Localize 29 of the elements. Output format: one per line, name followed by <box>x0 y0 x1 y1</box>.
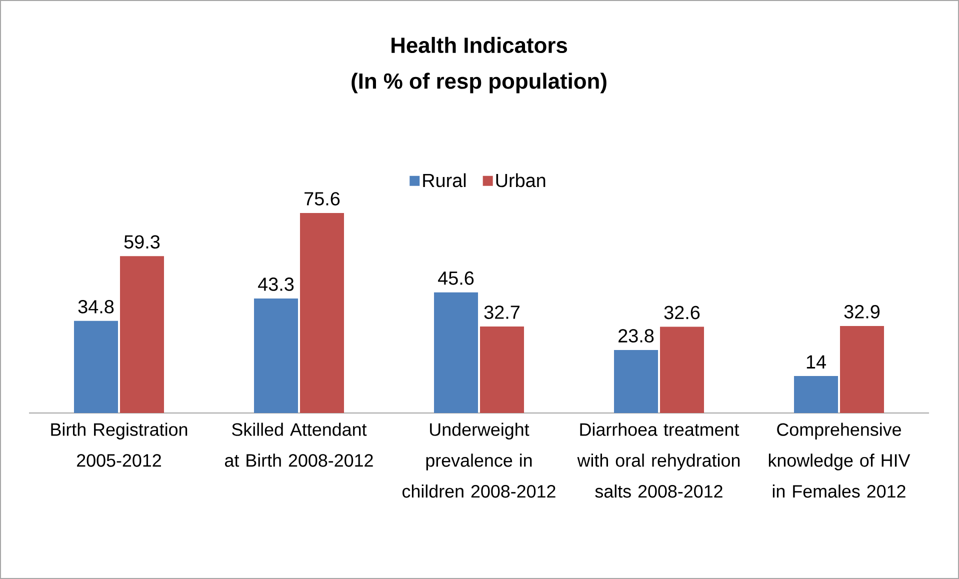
bar <box>480 326 524 413</box>
data-label: 34.8 <box>78 300 114 314</box>
bar <box>120 256 164 413</box>
data-label: 32.6 <box>664 306 700 320</box>
data-label: 59.3 <box>124 235 160 249</box>
data-label: 23.8 <box>618 329 654 343</box>
data-label: 45.6 <box>438 271 474 285</box>
chart-title: Health Indicators <box>392 36 568 54</box>
bar <box>254 298 298 413</box>
chart-subtitle: (In % of resp population) <box>352 72 606 94</box>
bar <box>614 350 658 413</box>
legend-label: Rural <box>423 173 466 188</box>
data-label: 14 <box>806 355 826 368</box>
x-tick-label: Skilled Attendant at Birth 2008-2012 <box>225 422 373 467</box>
bar <box>660 326 704 413</box>
bar <box>840 326 884 413</box>
bar <box>434 292 478 413</box>
data-label: 43.3 <box>258 278 294 291</box>
x-tick-label: Comprehensive knowledge of HIV in Females 2012 <box>768 422 910 498</box>
data-label: 32.7 <box>484 306 520 319</box>
x-tick-label: Diarrhoea treatment with oral rehydration salts 2008-2012 <box>577 422 740 498</box>
bar <box>794 376 838 413</box>
bar <box>74 320 118 413</box>
x-tick-label: Underweight prevalence in children 2008-2012 <box>402 422 556 498</box>
data-label: 75.6 <box>304 192 340 206</box>
bar <box>300 212 344 413</box>
x-tick-label: Birth Registration 2005-2012 <box>51 422 188 467</box>
data-label: 32.9 <box>844 305 880 318</box>
legend-label: Urban <box>496 173 546 188</box>
